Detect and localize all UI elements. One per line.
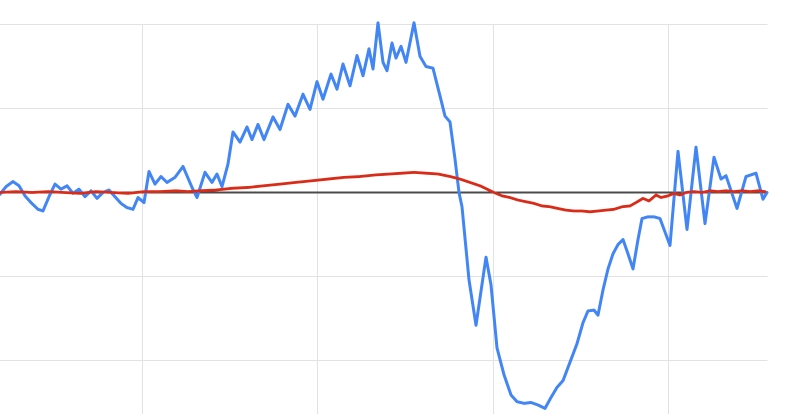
series-red-smooth-line (0, 170, 767, 214)
series-blue-volatile-line (0, 21, 769, 410)
